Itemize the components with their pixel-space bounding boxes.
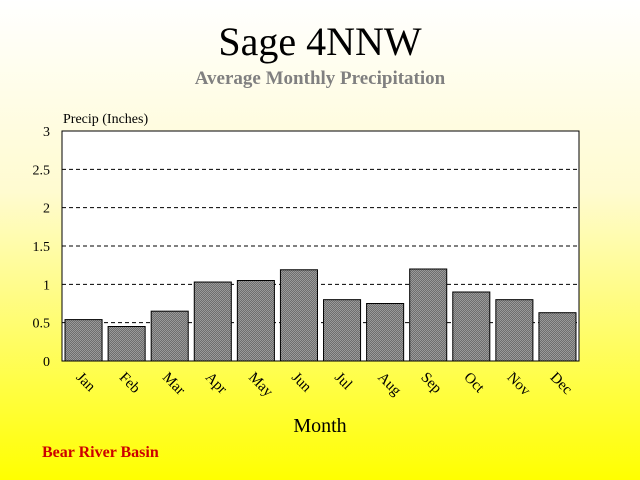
bar-nov (495, 299, 534, 362)
x-tick-label: Mar (159, 370, 188, 399)
y-tick-label: 1 (43, 278, 50, 293)
y-axis-label: Precip (Inches) (63, 112, 148, 127)
bar-oct (452, 291, 491, 362)
bar-jun (279, 269, 318, 362)
bar-jan (64, 319, 103, 362)
bar-feb (107, 326, 146, 362)
y-tick-label: 2.5 (33, 163, 51, 178)
x-tick-label: Feb (116, 370, 143, 397)
x-tick-label: Oct (460, 370, 487, 397)
x-tick-label: Sep (417, 370, 444, 397)
x-axis-label: Month (293, 415, 346, 437)
x-tick-label: Jun (288, 370, 314, 396)
x-tick-label: Jul (331, 370, 355, 394)
y-tick-label: 2 (43, 202, 50, 217)
y-tick-label: 0.5 (33, 317, 51, 332)
x-tick-label: Apr (202, 370, 230, 398)
bar-mar (150, 310, 189, 362)
bar-may (236, 280, 275, 362)
x-tick-label: Nov (504, 370, 534, 400)
x-tick-label: Jan (73, 370, 99, 396)
bar-dec (538, 312, 577, 362)
y-tick-label: 3 (43, 125, 50, 140)
x-tick-label: Aug (374, 370, 404, 400)
bar-aug (366, 303, 405, 362)
y-tick-label: 0 (43, 355, 50, 370)
chart-subtitle: Average Monthly Precipitation (194, 68, 446, 89)
bar-sep (409, 268, 448, 362)
x-tick-label: May (245, 370, 276, 401)
chart-title: Sage 4NNW (218, 19, 422, 64)
basin-label: Bear River Basin (42, 444, 159, 461)
bar-apr (193, 281, 232, 362)
y-tick-label: 1.5 (33, 240, 51, 255)
bar-jul (323, 299, 362, 362)
x-tick-label: Dec (547, 370, 576, 399)
